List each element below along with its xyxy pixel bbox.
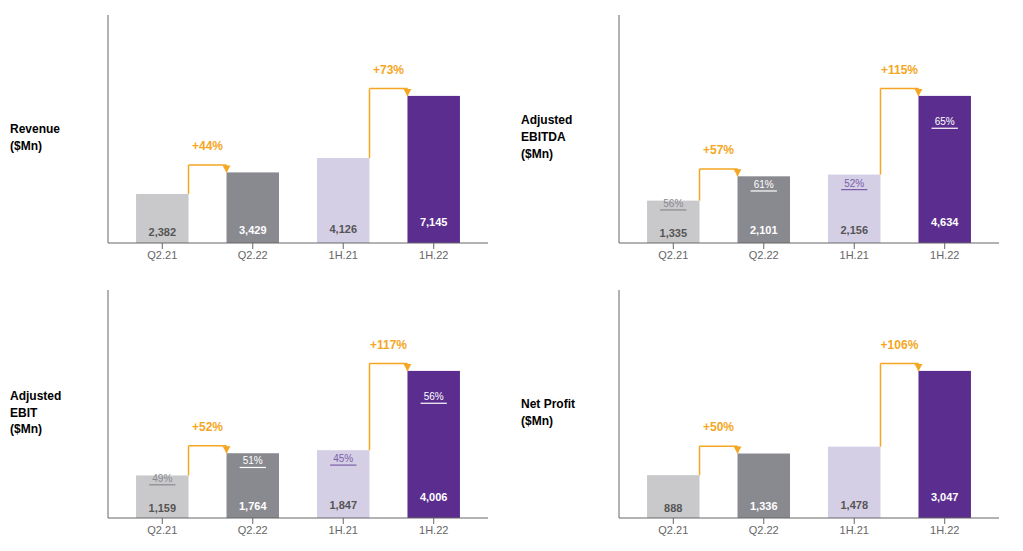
svg-text:1,847: 1,847 [329,499,357,511]
svg-text:4,126: 4,126 [329,222,357,234]
svg-text:+52%: +52% [192,420,223,434]
svg-text:+44%: +44% [192,139,223,153]
svg-text:+115%: +115% [881,62,918,76]
svg-text:Q2.21: Q2.21 [147,248,177,260]
svg-text:61%: 61% [754,178,774,189]
svg-text:2,101: 2,101 [750,224,778,236]
svg-text:1,159: 1,159 [149,502,177,514]
svg-text:+73%: +73% [373,62,404,76]
svg-text:+50%: +50% [703,420,734,434]
svg-text:52%: 52% [844,177,864,188]
svg-text:1,336: 1,336 [750,500,778,512]
svg-text:+117%: +117% [370,338,407,352]
svg-text:Q2.21: Q2.21 [658,248,688,260]
svg-text:1H.22: 1H.22 [419,248,448,260]
html-text:Revenue ($Mn): Revenue ($Mn) [10,121,60,153]
svg-text:Q2.21: Q2.21 [658,524,688,536]
svg-text:51%: 51% [243,455,263,466]
svg-text:45%: 45% [333,453,353,464]
svg-text:+106%: +106% [881,338,919,352]
svg-text:Q2.22: Q2.22 [238,524,268,536]
svg-text:1H.22: 1H.22 [419,524,448,536]
svg-text:1,764: 1,764 [239,500,267,512]
svg-text:1H.22: 1H.22 [930,248,959,260]
svg-text:7,145: 7,145 [420,216,448,228]
svg-text:1H.22: 1H.22 [930,524,959,536]
svg-text:1H.21: 1H.21 [840,524,869,536]
html-text:Adjusted EBIT ($Mn): Adjusted EBIT ($Mn) [10,388,62,437]
svg-text:1H.21: 1H.21 [329,524,358,536]
svg-text:49%: 49% [152,473,172,484]
svg-text:1,478: 1,478 [840,499,868,511]
svg-text:1,335: 1,335 [660,226,688,238]
svg-text:Q2.22: Q2.22 [749,248,779,260]
svg-text:56%: 56% [424,391,444,402]
svg-text:4,006: 4,006 [420,491,448,503]
svg-text:888: 888 [664,502,682,514]
svg-text:2,156: 2,156 [840,224,868,236]
svg-text:Q2.21: Q2.21 [147,524,177,536]
svg-text:4,634: 4,634 [931,216,959,228]
svg-text:2,382: 2,382 [149,226,177,238]
svg-text:3,047: 3,047 [931,491,959,503]
svg-text:56%: 56% [663,197,683,208]
svg-text:65%: 65% [935,116,955,127]
svg-text:Q2.22: Q2.22 [238,248,268,260]
html-text:Net Profit ($Mn): Net Profit ($Mn) [521,397,575,428]
svg-text:Q2.22: Q2.22 [749,524,779,536]
html-text:Adjusted EBITDA ($Mn): Adjusted EBITDA ($Mn) [521,113,573,161]
svg-text:3,429: 3,429 [239,223,267,235]
svg-text:1H.21: 1H.21 [329,248,358,260]
svg-text:+57%: +57% [703,142,734,156]
svg-text:1H.21: 1H.21 [840,248,869,260]
